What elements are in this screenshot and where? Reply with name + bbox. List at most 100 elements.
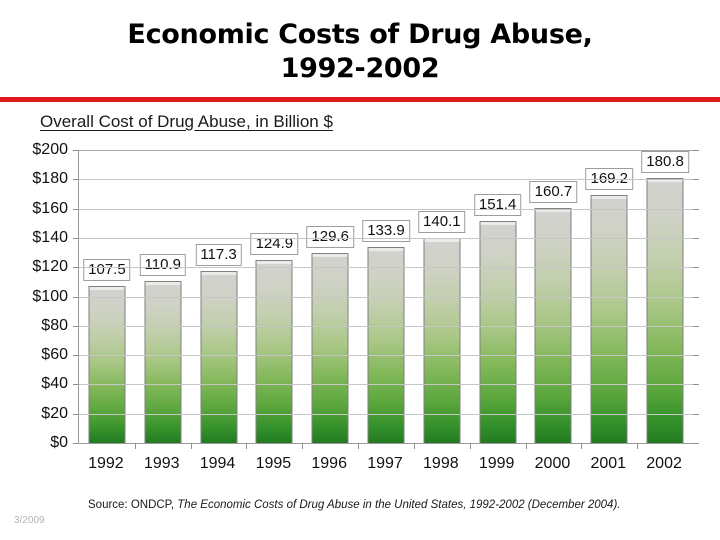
x-tick-label: 2002	[646, 455, 682, 472]
x-tick-label: 1994	[199, 455, 236, 472]
bar-group[interactable]: 110.9	[135, 150, 191, 443]
slide-title: Economic Costs of Drug Abuse, 1992-2002	[0, 18, 720, 86]
x-tick-label: 2001	[590, 455, 627, 472]
x-tick-label: 1997	[367, 455, 403, 472]
y-tick-mark	[73, 443, 79, 444]
y-tick-label: $180	[32, 170, 68, 188]
gridline	[79, 150, 693, 151]
x-tick-mark	[581, 443, 583, 449]
y-tick-mark	[73, 384, 79, 386]
x-tick-mark	[525, 443, 527, 449]
y-axis: $200 $180 $160 $140 $120 $100 $80 $60 $40 $20 $0	[0, 140, 72, 451]
y-tick-mark	[73, 296, 79, 298]
y-tick-label: $100	[32, 287, 68, 305]
bar-highlight	[535, 208, 571, 212]
date-stamp: 3/2009	[14, 515, 45, 526]
bar[interactable]	[423, 237, 461, 443]
y-tick-label: $40	[41, 375, 68, 393]
bar-value-label: 169.2	[585, 168, 634, 191]
x-tick-label: 1999	[478, 455, 515, 472]
bar-value-label: 129.6	[306, 226, 354, 249]
gridline	[79, 413, 693, 415]
y-tick-label: $120	[32, 258, 68, 276]
y-tick-mark-right	[693, 179, 699, 181]
bars-layer: 107.5 110.9 117.3 124.9 129.6 133.9 140.1 151.4…	[79, 150, 693, 443]
y-tick-mark-right	[693, 413, 699, 415]
bar-highlight	[424, 238, 460, 242]
bar-value-label: 107.5	[83, 258, 131, 281]
bar-highlight	[647, 179, 683, 183]
y-tick-mark-right	[693, 355, 699, 357]
x-tick-mark	[302, 443, 304, 449]
bar-group[interactable]: 107.5	[79, 150, 135, 443]
y-tick-mark-right	[693, 267, 699, 269]
y-tick-mark	[73, 413, 79, 415]
x-tick-mark	[246, 443, 248, 449]
bar-value-label: 133.9	[362, 219, 410, 242]
gridline	[79, 296, 693, 298]
bar-value-label: 117.3	[195, 244, 242, 267]
bar-group[interactable]: 124.9	[246, 150, 302, 443]
bar-highlight	[256, 261, 292, 265]
bar[interactable]	[534, 207, 572, 443]
bar-value-label: 151.4	[473, 194, 522, 217]
bar-group[interactable]: 129.6	[302, 150, 358, 443]
y-tick-label: $200	[32, 141, 68, 158]
bar-group[interactable]: 180.8	[637, 150, 693, 443]
bar-value-label: 110.9	[139, 253, 186, 276]
bar-highlight	[312, 254, 348, 258]
title-line-1: Economic Costs of Drug Abuse,	[127, 19, 593, 50]
x-tick-label: 1993	[143, 455, 180, 472]
bar-value-label: 124.9	[250, 233, 299, 256]
bar-group[interactable]: 160.7	[526, 150, 582, 443]
bar-group[interactable]: 133.9	[358, 150, 414, 443]
bar[interactable]	[367, 246, 405, 443]
gridline	[79, 179, 693, 181]
y-tick-mark-right	[693, 296, 699, 298]
y-tick-mark-right	[693, 443, 699, 444]
y-tick-label: $20	[41, 404, 68, 422]
bar-highlight	[145, 281, 181, 285]
y-tick-mark-right	[693, 208, 699, 210]
title-divider-rule	[0, 97, 720, 102]
x-tick-mark	[190, 443, 192, 449]
x-tick-label: 1996	[311, 455, 347, 472]
source-prefix: Source: ONDCP,	[88, 499, 175, 511]
plot-area: 107.5 110.9 117.3 124.9 129.6 133.9 140.1 151.4…	[73, 150, 699, 449]
y-tick-mark	[73, 325, 79, 327]
y-tick-label: $160	[32, 199, 68, 217]
bar[interactable]	[479, 221, 517, 443]
y-tick-mark-right	[693, 150, 699, 151]
bar[interactable]	[88, 285, 126, 443]
bar-group[interactable]: 169.2	[581, 150, 637, 443]
chart-subtitle: Overall Cost of Drug Abuse, in Billion $	[40, 112, 333, 131]
y-tick-label: $0	[50, 434, 68, 451]
x-tick-mark	[134, 443, 136, 449]
bar-value-label: 160.7	[529, 180, 578, 203]
x-tick-label: 2000	[534, 455, 571, 472]
bar[interactable]	[144, 280, 182, 443]
gridline	[79, 208, 693, 210]
bar-value-label: 180.8	[641, 151, 689, 174]
y-tick-label: $140	[32, 228, 68, 246]
y-tick-mark-right	[693, 325, 699, 327]
bar-highlight	[591, 196, 627, 200]
gridline	[79, 355, 693, 357]
bar[interactable]	[255, 260, 293, 443]
y-tick-mark	[73, 208, 79, 210]
bar[interactable]	[311, 253, 349, 443]
bar-value-label: 140.1	[418, 210, 466, 233]
bar-highlight	[480, 222, 516, 226]
x-tick-mark	[358, 443, 360, 449]
y-tick-mark-right	[693, 237, 699, 239]
bar-group[interactable]: 151.4	[470, 150, 526, 443]
title-line-2: 1992-2002	[280, 53, 440, 84]
y-tick-label: $60	[41, 346, 68, 364]
x-tick-label: 1995	[255, 455, 292, 472]
x-tick-mark	[469, 443, 471, 449]
y-tick-mark	[73, 267, 79, 269]
source-citation: Source: ONDCP, The Economic Costs of Dru…	[88, 499, 620, 511]
bar[interactable]	[646, 178, 684, 443]
bar-group[interactable]: 140.1	[414, 150, 470, 443]
bar[interactable]	[590, 195, 628, 443]
